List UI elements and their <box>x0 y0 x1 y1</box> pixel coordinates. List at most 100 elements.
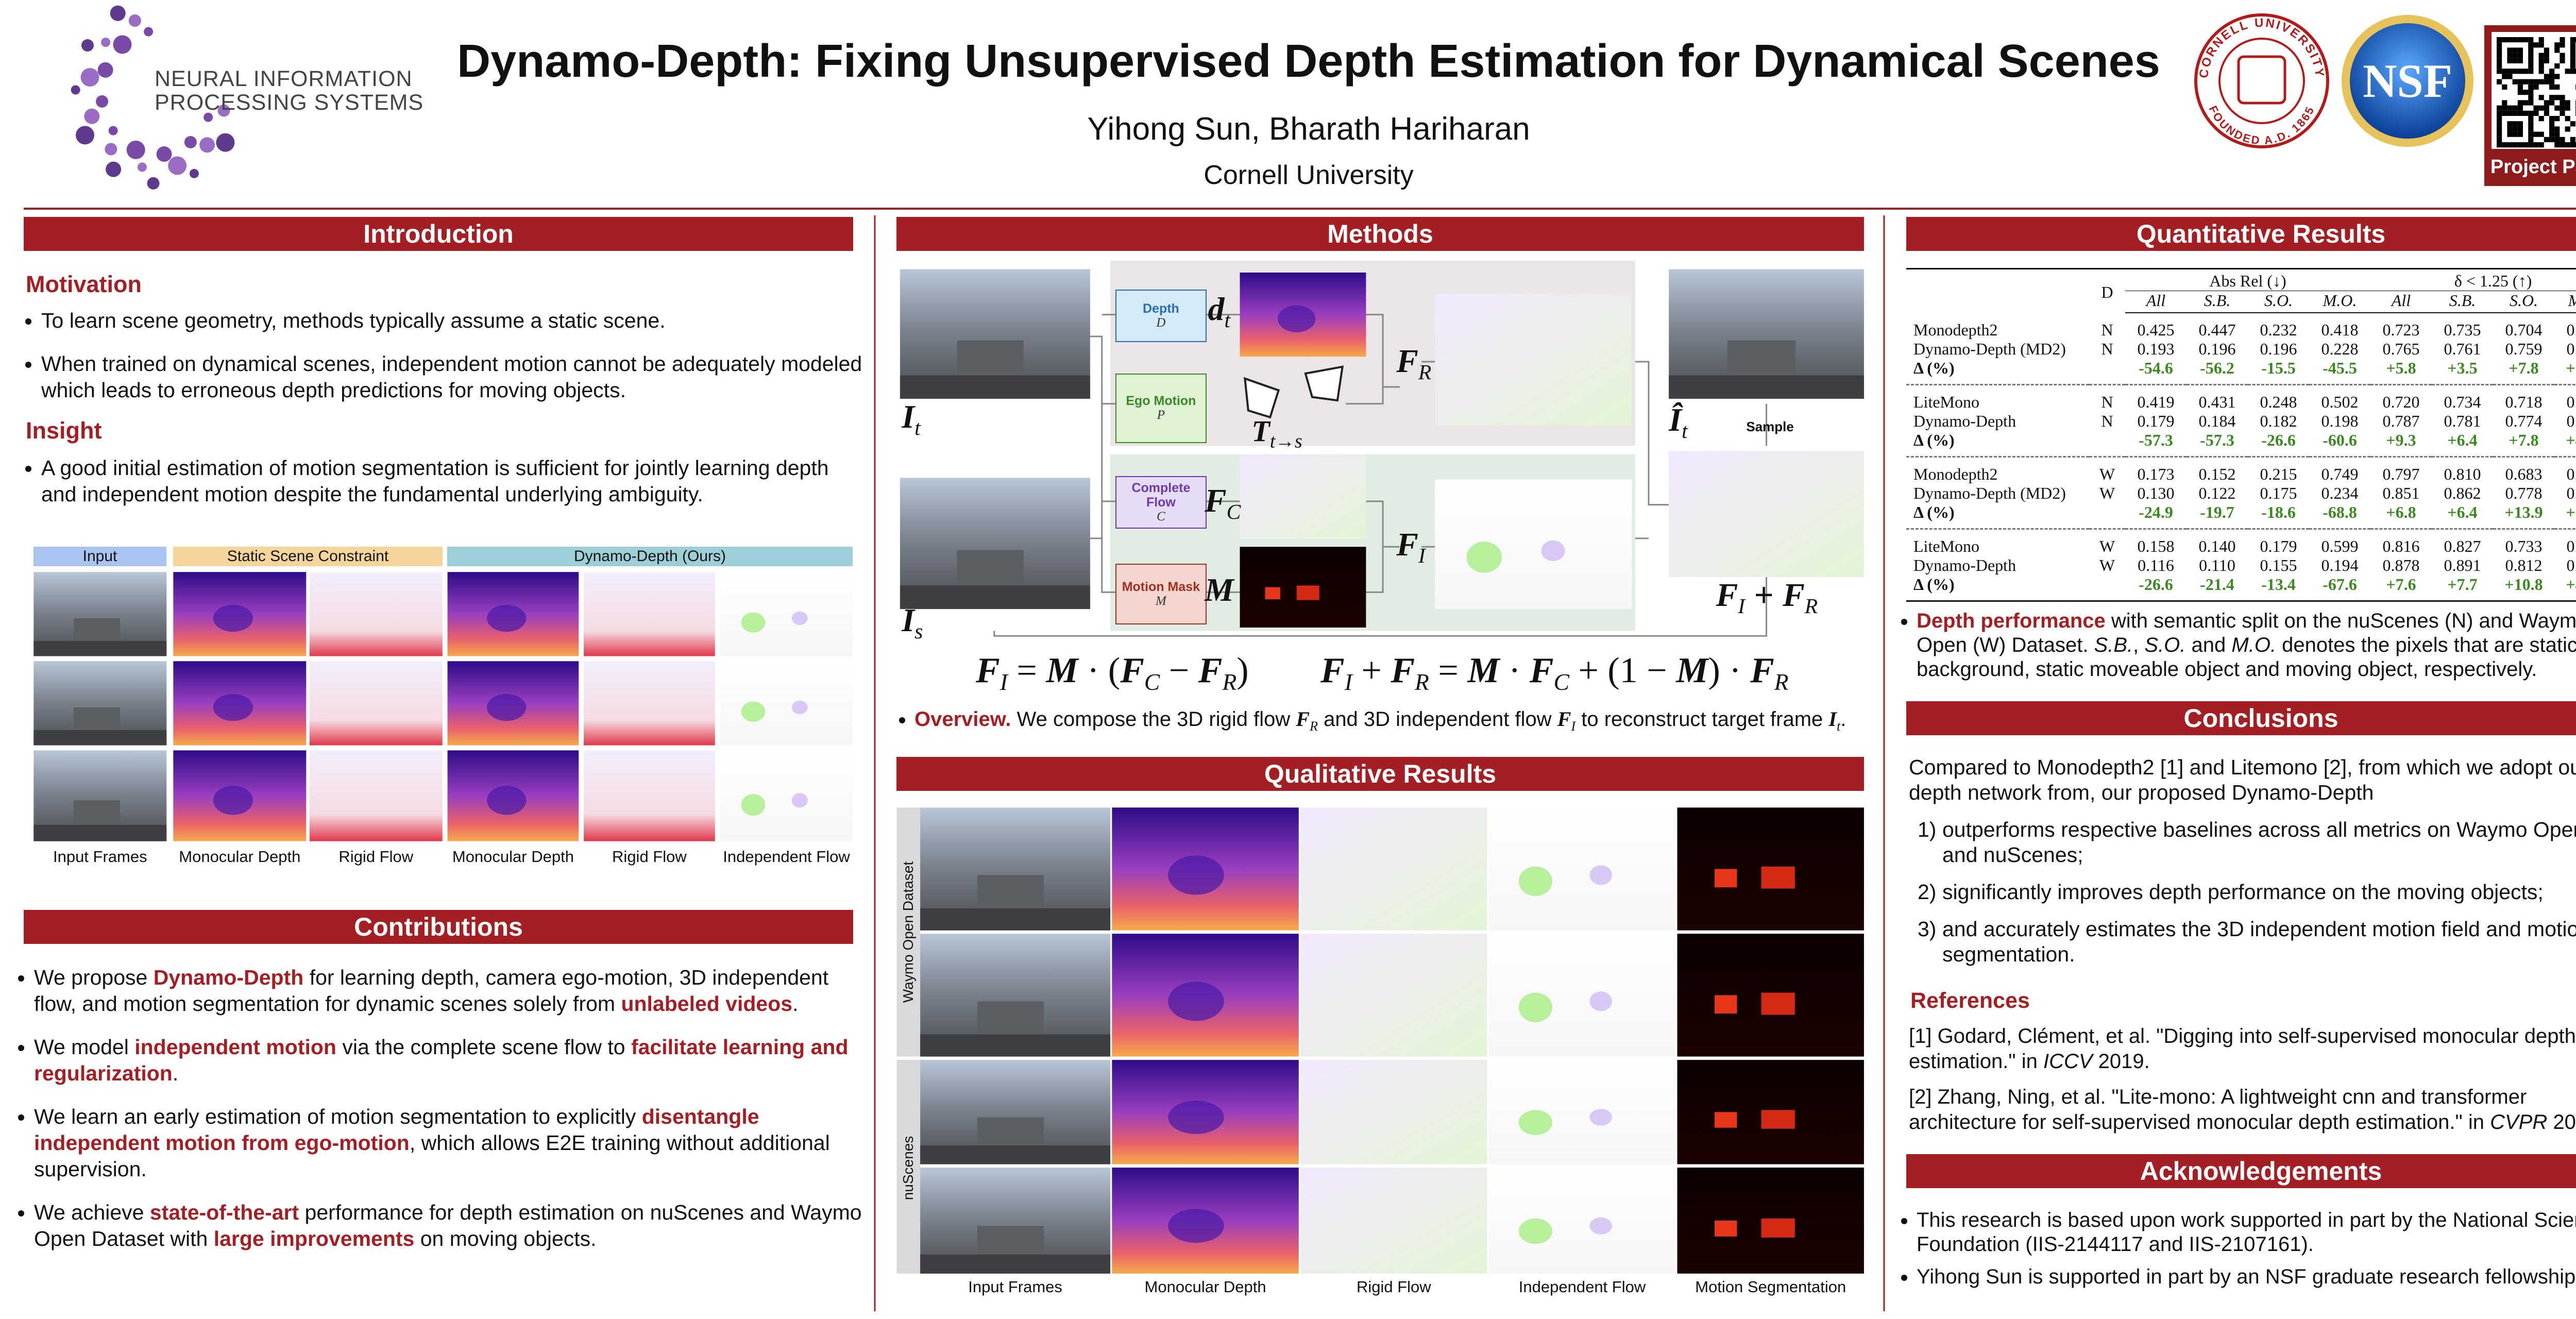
text-run: Yihong Sun is supported in part by an NS… <box>1917 1265 2576 1288</box>
qr-module <box>2533 42 2539 48</box>
math-subscript: I <box>1738 594 1745 618</box>
image-detail <box>73 707 120 733</box>
table-cell: 0.718 <box>2493 384 2554 412</box>
table-cell: 0.774 <box>2505 412 2543 430</box>
qr-module <box>2512 105 2518 111</box>
qr-module <box>2507 131 2513 137</box>
table-cell: 0.248 <box>2248 384 2309 412</box>
qr-module <box>2497 137 2502 142</box>
bullet-list: This research is based upon work support… <box>1901 1208 2576 1297</box>
qr-module <box>2497 79 2502 84</box>
table-cell: 0.196 <box>2198 340 2236 358</box>
figure-group-label: Input <box>33 547 166 566</box>
bullet: We model independent motion via the comp… <box>34 1034 871 1087</box>
table-cell: 0.196 <box>2260 340 2297 358</box>
qr-module <box>2517 110 2523 116</box>
overview: Overview. We compose the 3D rigid flow F… <box>899 707 1878 747</box>
table-cell: LiteMono <box>1906 384 2089 412</box>
qr-module <box>2517 131 2523 137</box>
bullet: We achieve state-of-the-art performance … <box>34 1199 871 1252</box>
table-header-cell: S.B. <box>2187 291 2248 313</box>
qr-module <box>2507 69 2513 74</box>
logo-dot <box>80 67 99 87</box>
qr-module <box>2549 137 2555 142</box>
image-detail <box>741 612 766 633</box>
diagram-label: Sample <box>1746 419 1794 435</box>
qr-module <box>2570 58 2575 63</box>
qr-module <box>2517 126 2523 132</box>
logo-dot <box>76 126 95 145</box>
table-cell: -68.8 <box>2323 503 2357 521</box>
math-subscript: I <box>999 669 1008 695</box>
qr-module <box>2528 131 2534 137</box>
table-header-cell: δ < 1.25 (↑) <box>2370 268 2576 291</box>
table-cell: Δ (%) <box>1913 503 1955 521</box>
styled-run: Overview. <box>914 708 1011 731</box>
text-run: · <box>1499 651 1530 690</box>
qr-module <box>2538 116 2544 122</box>
text-run: = <box>1429 651 1468 690</box>
table-row: LiteMono N 0.419 0.431 0.248 0.502 0.720 0.734 0… <box>1906 384 2576 412</box>
table-cell <box>2089 575 2125 602</box>
math-subscript: R <box>1774 669 1789 695</box>
qr-module <box>2549 84 2555 90</box>
logo-dot <box>156 146 172 162</box>
qr-module <box>2507 126 2513 132</box>
qr-module <box>2507 74 2513 79</box>
styled-run: state-of-the-art <box>149 1200 299 1224</box>
table-cell: 0.110 <box>2199 556 2235 574</box>
image-detail <box>1466 542 1502 573</box>
qr-code[interactable]: Project Page <box>2484 25 2576 186</box>
table-cell: 0.781 <box>2444 412 2481 430</box>
image-detail <box>486 694 527 721</box>
neurips-text: NEURAL INFORMATION PROCESSING SYSTEMS <box>155 67 423 114</box>
table-note: Depth performance with semantic split on… <box>1901 609 2576 690</box>
qr-module <box>2544 137 2549 142</box>
table-cell: N <box>2089 384 2125 412</box>
table-cell: 0.179 <box>2248 528 2309 556</box>
image-detail <box>1589 1217 1613 1235</box>
table-cell: +62.0 <box>2566 503 2576 521</box>
diagram-connector <box>1101 538 1115 593</box>
table-cell: +45.6 <box>2566 431 2576 449</box>
qr-module <box>2517 47 2523 53</box>
table-cell: Δ (%) <box>1913 359 1955 377</box>
table-cell: +6.8 <box>2386 503 2416 521</box>
qr-module <box>2512 58 2518 63</box>
image-detail <box>486 604 527 632</box>
qr-module <box>2507 142 2513 148</box>
image-detail <box>741 793 766 816</box>
diagram-label: It <box>902 397 920 440</box>
item-number: 3) <box>1918 917 1937 941</box>
figure-caption: Input Frames <box>53 848 147 866</box>
table-cell: Monodepth2 <box>1913 320 1998 339</box>
qr-module <box>2517 58 2523 63</box>
table-cell: -15.5 <box>2261 359 2296 377</box>
qr-module <box>2528 116 2534 122</box>
figure-caption: Monocular Depth <box>452 848 574 866</box>
styled-run: CVPR <box>2490 1111 2548 1134</box>
table-cell: -21.4 <box>2187 575 2248 602</box>
table-cell: 0.891 <box>2444 556 2481 574</box>
qr-module <box>2517 142 2523 148</box>
math-subscript: R <box>1804 594 1818 618</box>
math-symbol: F <box>1396 526 1418 563</box>
logo-dot <box>101 38 111 47</box>
styled-run: S.B. <box>2094 634 2133 656</box>
diagram-label: FI + FR <box>1716 576 1818 618</box>
conclusion-item: 1) outperforms respective baselines acros… <box>1918 817 2576 868</box>
table-cell: W <box>2099 484 2115 502</box>
table-cell: 0.761 <box>2444 340 2481 358</box>
row-label-strip <box>896 1060 921 1274</box>
image <box>1300 1060 1487 1164</box>
table-header-cell: S.O. <box>2248 291 2309 313</box>
qr-module <box>2554 116 2560 122</box>
qr-module <box>2517 121 2523 127</box>
figure-caption: Rigid Flow <box>1356 1278 1431 1296</box>
qr-module <box>2512 53 2518 58</box>
qr-module <box>2570 37 2575 43</box>
math-symbol: d <box>1208 290 1225 327</box>
logo-dot <box>147 177 160 190</box>
module-box: Complete Flow C <box>1115 476 1207 529</box>
